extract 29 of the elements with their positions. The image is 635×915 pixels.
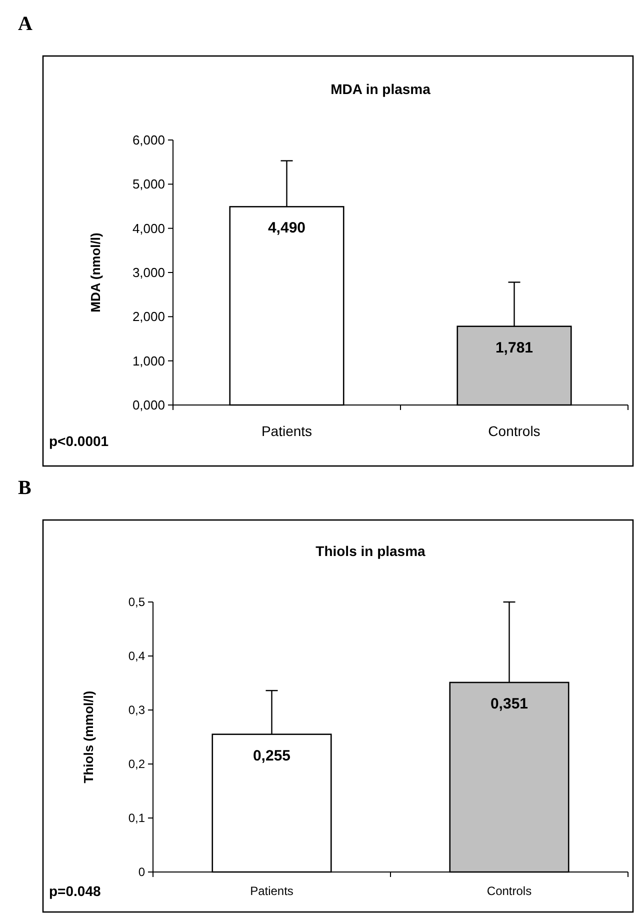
y-tick-label: 0,3 xyxy=(128,703,146,718)
y-axis-title: Thiols (mmol/l) xyxy=(81,690,96,784)
x-tick-label: Patients xyxy=(261,423,312,439)
y-tick-label: 6,000 xyxy=(132,132,165,148)
y-tick-label: 0,5 xyxy=(128,595,146,610)
x-tick-label: Controls xyxy=(486,884,532,898)
y-tick-label: 2,000 xyxy=(132,309,165,324)
y-tick-label: 0,000 xyxy=(132,398,165,413)
y-tick-label: 5,000 xyxy=(132,176,165,192)
x-tick-label: Controls xyxy=(488,423,540,439)
y-tick-label: 1,000 xyxy=(132,353,165,368)
data-label: 0,255 xyxy=(252,747,291,764)
chart-title: Thiols in plasma xyxy=(316,543,426,559)
y-tick-label: 3,000 xyxy=(132,265,165,280)
y-tick-label: 4,000 xyxy=(132,220,165,236)
y-tick-label: 0,1 xyxy=(128,811,146,826)
text: B xyxy=(18,477,32,499)
text: A xyxy=(18,13,33,35)
data-label: 1,781 xyxy=(495,339,534,356)
y-tick-label: 0,4 xyxy=(128,649,146,664)
data-label: 4,490 xyxy=(268,220,306,237)
chart-title: MDA in plasma xyxy=(330,81,431,97)
text: p<0.0001 xyxy=(49,433,109,449)
x-tick-label: Patients xyxy=(250,884,294,898)
text: p=0.048 xyxy=(49,883,101,899)
y-tick-label: 0,2 xyxy=(128,757,146,772)
y-axis-title: MDA (nmol/l) xyxy=(88,232,103,312)
data-label: 0,351 xyxy=(490,695,528,712)
y-tick-label: 0 xyxy=(138,865,146,880)
